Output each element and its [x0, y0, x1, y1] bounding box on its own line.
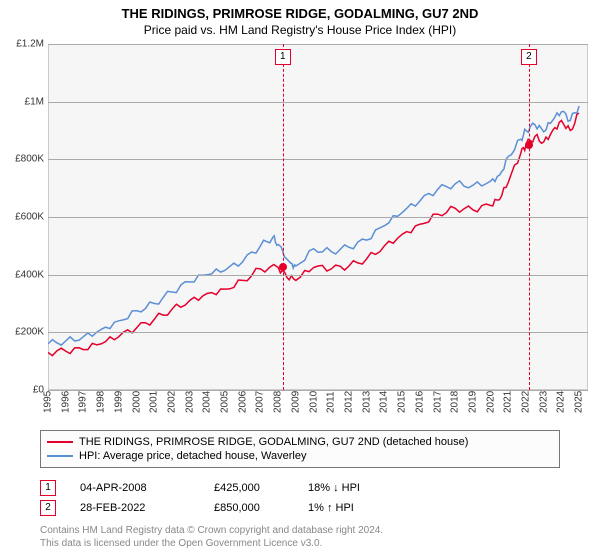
attribution-line: This data is licensed under the Open Gov…: [40, 537, 383, 550]
y-tick-label: £200K: [4, 327, 44, 338]
figure: THE RIDINGS, PRIMROSE RIDGE, GODALMING, …: [0, 0, 600, 560]
x-tick-label: 1997: [78, 391, 89, 413]
legend: THE RIDINGS, PRIMROSE RIDGE, GODALMING, …: [40, 430, 560, 468]
legend-item-hpi: HPI: Average price, detached house, Wave…: [47, 449, 553, 463]
event-label-box: 1: [275, 49, 291, 65]
y-gridline: [48, 102, 588, 103]
event-number-box: 2: [40, 500, 56, 516]
x-tick-label: 2002: [166, 391, 177, 413]
legend-label: THE RIDINGS, PRIMROSE RIDGE, GODALMING, …: [79, 436, 468, 448]
event-price: £850,000: [214, 502, 284, 514]
event-date: 04-APR-2008: [80, 482, 190, 494]
x-tick-label: 2005: [220, 391, 231, 413]
x-tick-label: 1996: [60, 391, 71, 413]
x-tick-label: 2007: [255, 391, 266, 413]
x-tick-label: 2000: [131, 391, 142, 413]
event-vline: [529, 44, 530, 390]
x-tick-label: 1999: [113, 391, 124, 413]
events-table: 1 04-APR-2008 £425,000 18% ↓ HPI 2 28-FE…: [40, 478, 398, 518]
x-tick-label: 2013: [361, 391, 372, 413]
event-marker: [525, 141, 533, 149]
x-tick-label: 2018: [450, 391, 461, 413]
y-tick-label: £1M: [4, 96, 44, 107]
event-date: 28-FEB-2022: [80, 502, 190, 514]
x-tick-label: 2021: [503, 391, 514, 413]
x-tick-label: 1998: [96, 391, 107, 413]
event-delta: 18% ↓ HPI: [308, 482, 398, 494]
y-tick-label: £400K: [4, 269, 44, 280]
x-tick-label: 2015: [397, 391, 408, 413]
x-tick-label: 2004: [202, 391, 213, 413]
x-tick-label: 2011: [326, 391, 337, 413]
y-gridline: [48, 159, 588, 160]
x-tick-label: 2019: [467, 391, 478, 413]
y-gridline: [48, 217, 588, 218]
event-label-box: 2: [521, 49, 537, 65]
attribution: Contains HM Land Registry data © Crown c…: [40, 524, 383, 550]
x-tick-label: 2009: [290, 391, 301, 413]
x-tick-label: 2012: [343, 391, 354, 413]
x-tick-label: 2008: [273, 391, 284, 413]
plot-area: £0£200K£400K£600K£800K£1M£1.2M1995199619…: [48, 44, 588, 390]
legend-swatch: [47, 455, 73, 457]
event-delta: 1% ↑ HPI: [308, 502, 398, 514]
event-row: 2 28-FEB-2022 £850,000 1% ↑ HPI: [40, 498, 398, 518]
event-marker: [279, 263, 287, 271]
x-tick-label: 2001: [149, 391, 160, 413]
x-tick-label: 2014: [379, 391, 390, 413]
x-tick-label: 2010: [308, 391, 319, 413]
chart-subtitle: Price paid vs. HM Land Registry's House …: [0, 21, 600, 37]
x-tick-label: 2024: [556, 391, 567, 413]
event-row: 1 04-APR-2008 £425,000 18% ↓ HPI: [40, 478, 398, 498]
x-tick-label: 2006: [237, 391, 248, 413]
series-line-hpi: [48, 106, 579, 345]
y-tick-label: £800K: [4, 154, 44, 165]
x-tick-label: 2003: [184, 391, 195, 413]
chart-title: THE RIDINGS, PRIMROSE RIDGE, GODALMING, …: [0, 0, 600, 21]
x-tick-label: 2022: [521, 391, 532, 413]
legend-label: HPI: Average price, detached house, Wave…: [79, 450, 306, 462]
event-number-box: 1: [40, 480, 56, 496]
y-gridline: [48, 275, 588, 276]
x-tick-label: 2020: [485, 391, 496, 413]
x-tick-label: 2023: [538, 391, 549, 413]
y-gridline: [48, 332, 588, 333]
attribution-line: Contains HM Land Registry data © Crown c…: [40, 524, 383, 537]
x-tick-label: 1995: [43, 391, 54, 413]
legend-swatch: [47, 441, 73, 443]
x-tick-label: 2017: [432, 391, 443, 413]
y-tick-label: £0: [4, 385, 44, 396]
event-price: £425,000: [214, 482, 284, 494]
legend-item-property: THE RIDINGS, PRIMROSE RIDGE, GODALMING, …: [47, 435, 553, 449]
event-vline: [283, 44, 284, 390]
y-tick-label: £600K: [4, 212, 44, 223]
x-tick-label: 2025: [574, 391, 585, 413]
y-tick-label: £1.2M: [4, 39, 44, 50]
x-tick-label: 2016: [414, 391, 425, 413]
y-gridline: [48, 44, 588, 45]
